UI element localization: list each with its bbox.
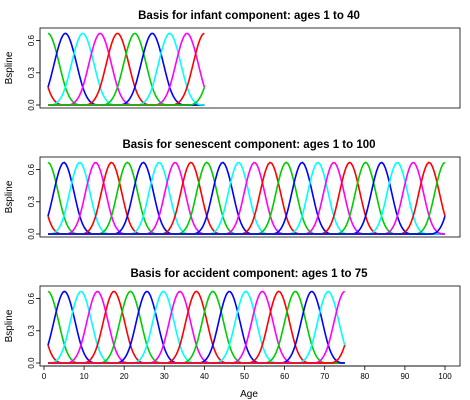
panel-infant-curves [47, 32, 206, 106]
panel-accident-y-tick-label: 0.3 [27, 325, 36, 337]
panel-senescent-y-axis: 0.0 0.3 0.6 [27, 163, 41, 240]
panel-accident-basis-curve [47, 344, 345, 364]
panel-accident-y-tick-label: 0.6 [27, 292, 36, 304]
panel-infant-y-tick-label: 0.3 [27, 67, 36, 79]
panel-accident-y-tick-label: 0.0 [27, 357, 36, 369]
panel-infant-y-tick-label: 0.0 [27, 99, 36, 111]
panel-accident-y-axis: 0.0 0.3 0.6 [27, 292, 41, 369]
panel-accident-x-tick-label: 30 [160, 372, 169, 381]
panel-accident-x-tick-label: 90 [400, 372, 409, 381]
panel-accident-x-tick-label: 60 [280, 372, 289, 381]
panel-accident-x-label: Age [240, 389, 258, 400]
panel-accident-title: Basis for accident component: ages 1 to … [130, 268, 368, 280]
panel-accident-x-tick-label: 50 [240, 372, 249, 381]
panel-accident-x-tick-label: 70 [320, 372, 329, 381]
panel-infant-y-tick-label: 0.6 [27, 34, 36, 46]
panel-infant-title: Basis for infant component: ages 1 to 40 [138, 10, 360, 22]
panel-infant-y-label: Bspline [4, 51, 15, 84]
panel-accident-x-tick-label: 40 [200, 372, 209, 381]
panel-senescent-y-label: Bspline [4, 180, 15, 213]
panel-senescent-title: Basis for senescent component: ages 1 to… [122, 139, 375, 151]
panel-senescent-y-tick-label: 0.3 [27, 196, 36, 208]
panel-infant: Basis for infant component: ages 1 to 40… [4, 10, 461, 111]
panel-accident-x-tick-label: 100 [438, 372, 452, 381]
panel-accident-x-tick-label: 20 [120, 372, 129, 381]
panel-infant-basis-curve [48, 86, 206, 106]
panel-senescent-basis-curve [48, 215, 446, 235]
panel-accident-x-axis: 0 10 20 30 40 50 60 70 80 90 100 [42, 365, 452, 381]
panel-accident-basis-curve [48, 344, 346, 364]
panel-accident-x-tick-label: 0 [42, 372, 47, 381]
panel-accident-y-label: Bspline [4, 309, 15, 342]
panel-infant-y-axis: 0.0 0.3 0.6 [27, 34, 41, 111]
panel-accident-x-tick-label: 10 [80, 372, 89, 381]
panel-senescent-curves [47, 161, 446, 235]
panel-senescent-y-tick-label: 0.6 [27, 163, 36, 175]
panel-accident-x-tick-label: 80 [360, 372, 369, 381]
panel-senescent: Basis for senescent component: ages 1 to… [4, 139, 461, 240]
panel-accident: Basis for accident component: ages 1 to … [4, 268, 461, 400]
panel-senescent-y-tick-label: 0.0 [27, 228, 36, 240]
panel-accident-curves [47, 290, 346, 364]
